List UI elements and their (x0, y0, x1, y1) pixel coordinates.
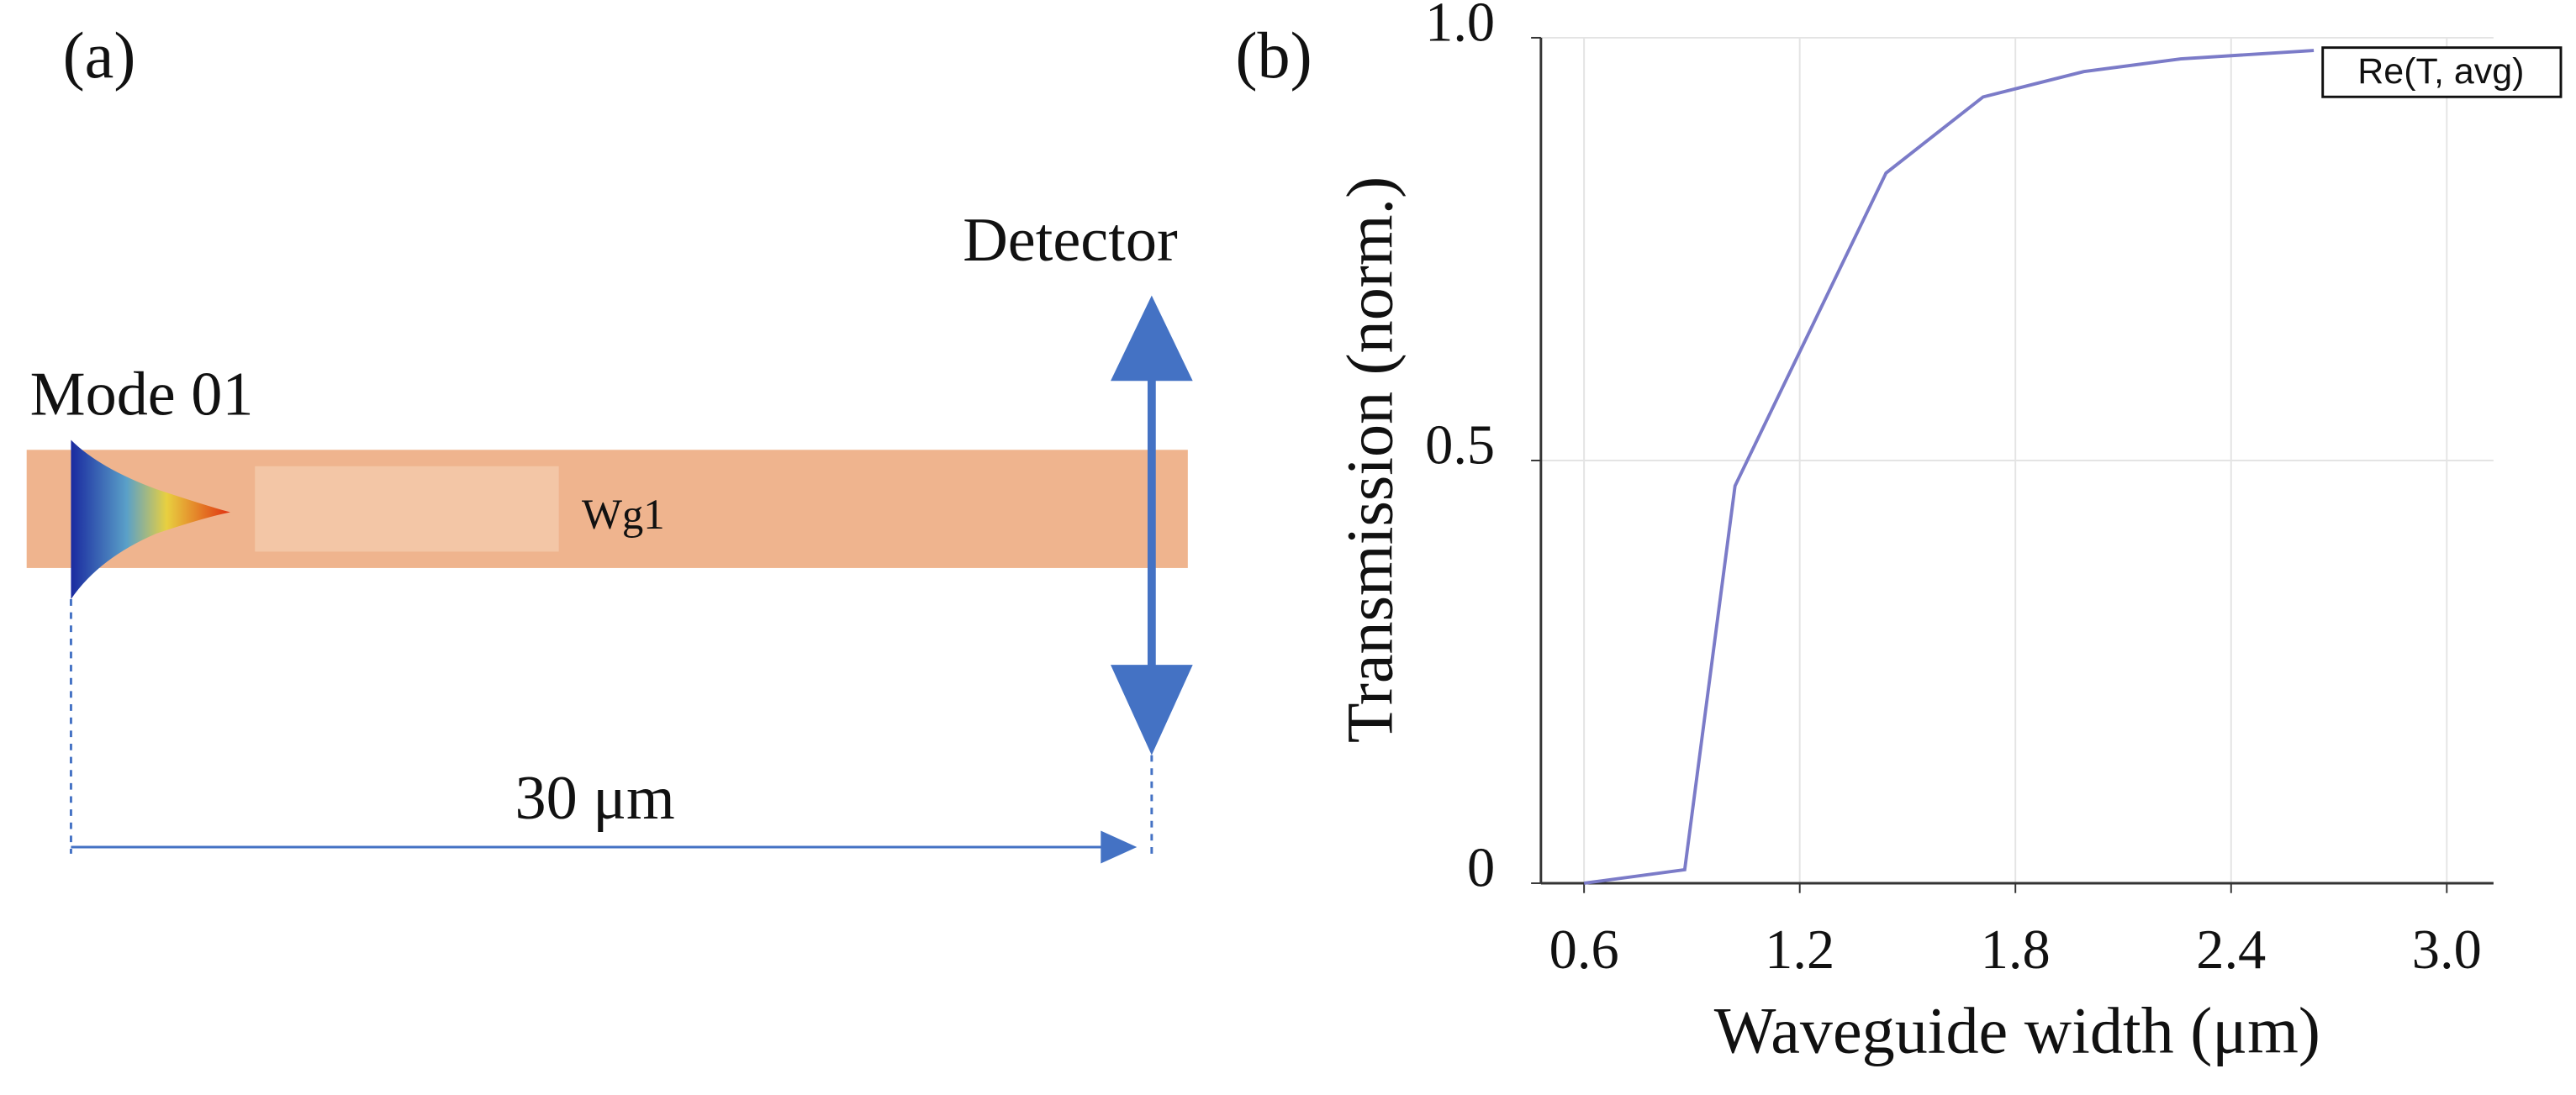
waveguide (26, 450, 1188, 568)
panel-label: (a) (63, 18, 136, 92)
x-tick-label: 1.2 (1765, 919, 1834, 981)
mode-profile (71, 440, 230, 600)
legend-box (2321, 46, 2563, 98)
detector-label: Detector (963, 206, 1178, 275)
y-axis-label: Transmission (norm.) (1333, 176, 1406, 743)
y-tick-label: 0.5 (1425, 414, 1495, 476)
length-label: 30 μm (515, 764, 674, 833)
x-tick-label: 2.4 (2196, 919, 2266, 981)
x-tick-label: 1.8 (1981, 919, 2051, 981)
data-line (1583, 49, 2315, 885)
x-axis-label: Waveguide width (μm) (1714, 994, 2320, 1067)
waveguide-label: Wg1 (582, 491, 665, 538)
source-label: Mode 01 (30, 361, 254, 429)
y-tick-label: 1.0 (1425, 0, 1495, 53)
x-tick-label: 3.0 (2412, 919, 2482, 981)
detector-arrow-down (1111, 665, 1193, 755)
legend-label: Re(T, avg) (2357, 51, 2524, 92)
panel-label: (b) (1235, 18, 1312, 92)
x-tick-label: 0.6 (1549, 919, 1619, 981)
y-tick-label: 0 (1467, 838, 1495, 899)
dim-arrowhead (1101, 830, 1138, 864)
detector-arrow-up (1111, 295, 1193, 382)
waveguide-inner (255, 466, 559, 552)
